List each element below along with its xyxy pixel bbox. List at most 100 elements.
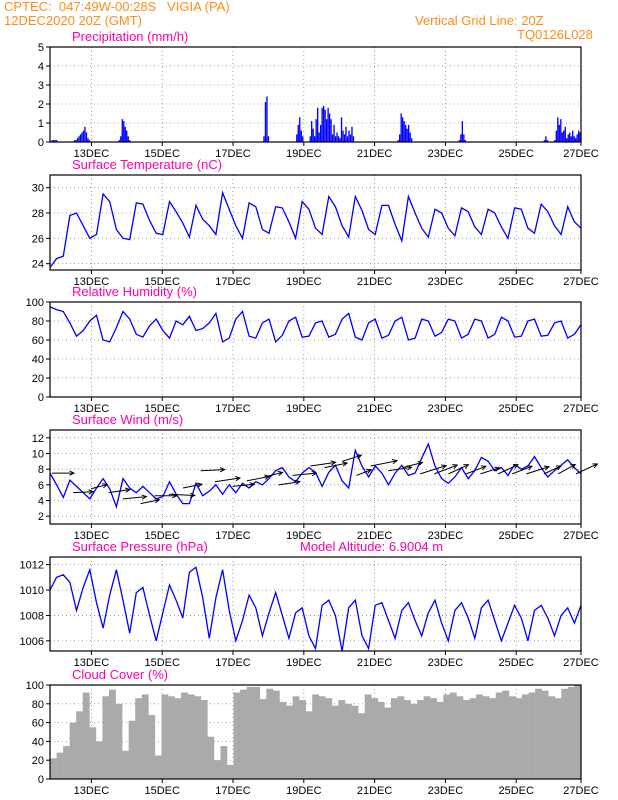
panel-3: 2 4 6 8 10 12 13DEC 15DEC 17DEC 19DEC 21DEC 23DEC 25… xyxy=(32,412,599,542)
y-tick-label: 0 xyxy=(38,392,44,404)
precip-bar xyxy=(325,119,328,142)
precip-bar xyxy=(264,102,267,142)
precip-bar xyxy=(463,134,465,142)
y-tick-label: 28 xyxy=(32,208,44,220)
y-tick-label: 5 xyxy=(38,42,44,54)
precip-bar xyxy=(123,121,125,142)
precip-bar xyxy=(302,136,304,142)
x-tick-label: 19DEC xyxy=(286,148,322,160)
precip-bar xyxy=(563,130,565,142)
cloud-bar xyxy=(528,692,536,779)
y-tick-label: 3 xyxy=(38,80,44,92)
cloud-bar xyxy=(325,698,333,779)
wind-arrow xyxy=(497,464,519,475)
cloud-bar xyxy=(456,696,464,779)
precip-bar xyxy=(316,107,319,142)
wind-arrow xyxy=(278,481,300,486)
precip-bar xyxy=(127,136,129,142)
wind-arrow-head xyxy=(235,476,242,482)
cloud-bar xyxy=(515,698,523,779)
y-tick-label: 8 xyxy=(38,464,44,476)
plot-frame xyxy=(49,684,582,780)
cloud-bar xyxy=(233,692,241,779)
wind-arrow-head xyxy=(277,470,284,476)
wind-arrow xyxy=(512,465,533,475)
cloud-bar xyxy=(449,692,457,779)
wind-arrow-head xyxy=(196,482,203,488)
wind-arrow-head xyxy=(69,470,76,476)
y-tick-label: 100 xyxy=(26,297,44,309)
x-tick-label: 15DEC xyxy=(144,530,180,542)
cloud-bar xyxy=(574,685,582,779)
cloud-bar xyxy=(292,696,300,779)
precip-bar xyxy=(561,132,563,142)
cloud-bar xyxy=(502,690,510,779)
panel-title: Cloud Cover (%) xyxy=(72,667,168,682)
precip-bar xyxy=(314,136,316,142)
precip-bar xyxy=(85,132,88,142)
precip-bar xyxy=(558,124,560,142)
y-tick-label: 80 xyxy=(32,699,44,711)
precip-bar xyxy=(403,121,405,142)
cloud-bar xyxy=(246,686,254,779)
wind-arrow-head xyxy=(124,487,132,493)
y-tick-label: 6 xyxy=(38,480,44,492)
y-tick-label: 20 xyxy=(32,755,44,767)
wind-arrow-head xyxy=(311,470,318,477)
panel-4: 1006 1008 1010 1012 13DEC 15DEC 17DEC 19DEC 21DE… xyxy=(20,539,599,669)
cloud-bar xyxy=(312,694,320,779)
precip-bar xyxy=(118,140,120,142)
cloud-bar xyxy=(141,694,149,779)
wind-arrow xyxy=(264,471,283,478)
x-tick-label: 15DEC xyxy=(144,403,180,415)
wind-arrow xyxy=(480,467,500,475)
wind-arrow-head xyxy=(391,459,399,465)
cloud-bar xyxy=(161,694,169,779)
precip-bar xyxy=(569,132,571,142)
cloud-bar xyxy=(377,701,385,779)
x-tick-label: 15DEC xyxy=(144,785,180,797)
y-tick-label: 4 xyxy=(38,496,44,508)
plot-frame xyxy=(49,46,582,143)
cloud-bar xyxy=(50,758,57,779)
x-tick-label: 15DEC xyxy=(144,276,180,288)
cloud-bar xyxy=(69,722,77,779)
cloud-bar xyxy=(253,686,261,779)
cloud-bar xyxy=(423,696,431,779)
y-tick-label: 12 xyxy=(32,433,44,445)
wind-arrow-head xyxy=(356,454,363,460)
cloud-bar xyxy=(187,694,195,779)
header-code: TQ0126L028 xyxy=(517,27,593,42)
y-tick-label: 2 xyxy=(38,511,44,523)
precip-bar xyxy=(554,140,556,142)
precip-bar xyxy=(336,132,338,142)
precip-bar xyxy=(52,140,55,142)
precip-bar xyxy=(319,124,322,142)
wind-arrow xyxy=(90,484,108,490)
wind-arrow-head xyxy=(441,464,448,470)
precip-bar xyxy=(296,134,298,142)
precip-bar xyxy=(458,140,461,142)
x-tick-label: 27DEC xyxy=(563,403,599,415)
wind-arrow-head xyxy=(452,464,459,470)
y-tick-label: 0 xyxy=(38,774,44,786)
cloud-bar xyxy=(148,715,156,779)
cloud-bar xyxy=(154,755,162,779)
precip-bar xyxy=(570,136,572,142)
series-line xyxy=(49,442,582,510)
cloud-bar xyxy=(279,701,287,779)
precip-bar xyxy=(410,138,413,142)
y-tick-label: 1012 xyxy=(20,560,44,572)
precip-bar xyxy=(339,138,341,142)
x-tick-label: 25DEC xyxy=(498,657,534,669)
wind-arrow xyxy=(543,465,562,475)
x-tick-label: 15DEC xyxy=(144,657,180,669)
y-tick-label: 0 xyxy=(38,137,44,149)
precip-bar xyxy=(334,136,337,142)
wind-arrow-head xyxy=(570,463,577,469)
precip-bar xyxy=(557,117,559,142)
cloud-bar xyxy=(410,703,418,779)
x-tick-label: 19DEC xyxy=(286,276,322,288)
wind-arrow-head xyxy=(366,468,373,474)
